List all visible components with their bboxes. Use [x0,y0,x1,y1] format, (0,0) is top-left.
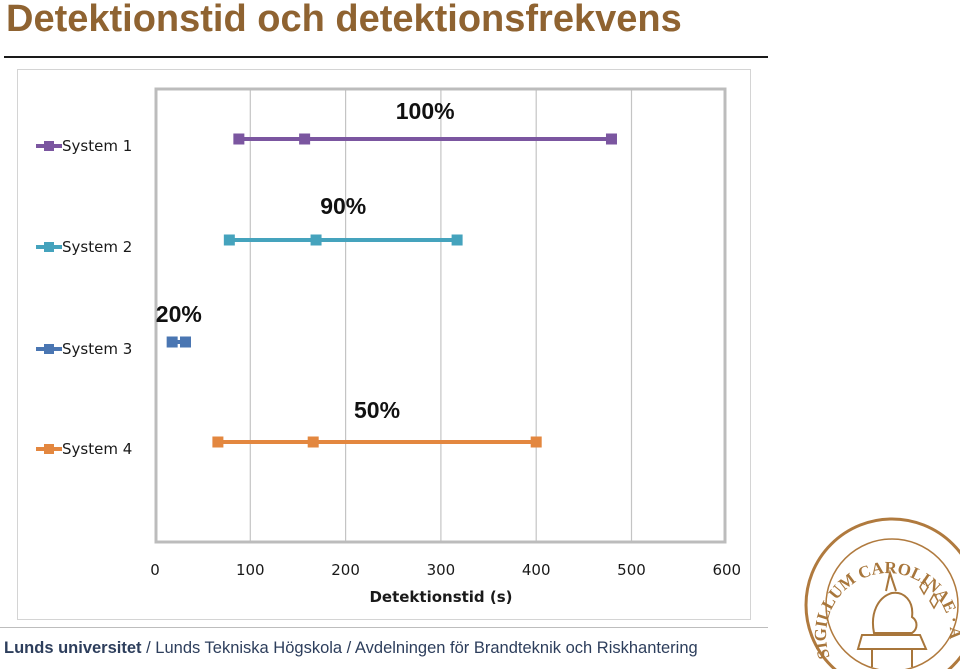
legend-swatch-marker [44,344,54,354]
percent-label: 100% [396,98,455,124]
legend-entry: System 4 [36,440,132,458]
footer-university: Lunds universitet [4,639,142,657]
x-tick-label: 200 [331,561,360,579]
data-point [223,234,235,246]
legend-swatch-marker [44,141,54,151]
legend-label: System 2 [62,238,132,256]
data-point [166,336,178,348]
data-point [212,436,224,448]
footer: Lunds universitet / Lunds Tekniska Högsk… [4,639,698,658]
legend-entry: System 2 [36,238,132,256]
legend-label: System 3 [62,340,132,358]
data-point [299,133,311,145]
legend-label: System 1 [62,137,132,155]
legend-entry: System 3 [36,340,132,358]
data-point [310,234,322,246]
legend-swatch-marker [44,242,54,252]
series-4: 50% [212,397,542,448]
x-tick-label: 300 [427,561,456,579]
x-axis-title: Detektionstid (s) [369,588,512,606]
series-1: 100% [233,98,617,145]
lund-university-seal-icon: SIGILLUM CAROLINAE · ADVERSUS RVMQVE [800,517,960,669]
series-3: 20% [156,301,202,348]
percent-label: 20% [156,301,202,327]
legend-swatch-marker [44,444,54,454]
data-point [451,234,463,246]
plot-area [154,87,727,544]
chart: 100% 90% 20% 50% System 1 System 2 System 3 Sy… [36,87,741,606]
data-point [179,336,191,348]
series-2: 90% [223,193,463,246]
legend-entry: System 1 [36,137,132,155]
data-point [530,436,542,448]
legend-label: System 4 [62,440,132,458]
percent-label: 50% [354,397,400,423]
data-point [307,436,319,448]
chart-frame: 100% 90% 20% 50% System 1 System 2 System 3 Sy… [17,69,751,620]
data-point [233,133,245,145]
svg-text:SIGILLUM CAROLINAE · ADVERSUS: SIGILLUM CAROLINAE · ADVERSUS RVMQVE [800,517,960,661]
footer-divider [0,627,768,628]
x-tick-label: 100 [236,561,265,579]
x-tick-label: 400 [522,561,551,579]
x-tick-label: 500 [617,561,646,579]
percent-label: 90% [320,193,366,219]
slide-title: Detektionstid och detektionsfrekvens [6,0,682,40]
data-point [605,133,617,145]
title-divider [4,56,768,58]
x-tick-label: 0 [150,561,160,579]
footer-department: / Lunds Tekniska Högskola / Avdelningen … [141,639,698,657]
x-tick-label: 600 [712,561,741,579]
